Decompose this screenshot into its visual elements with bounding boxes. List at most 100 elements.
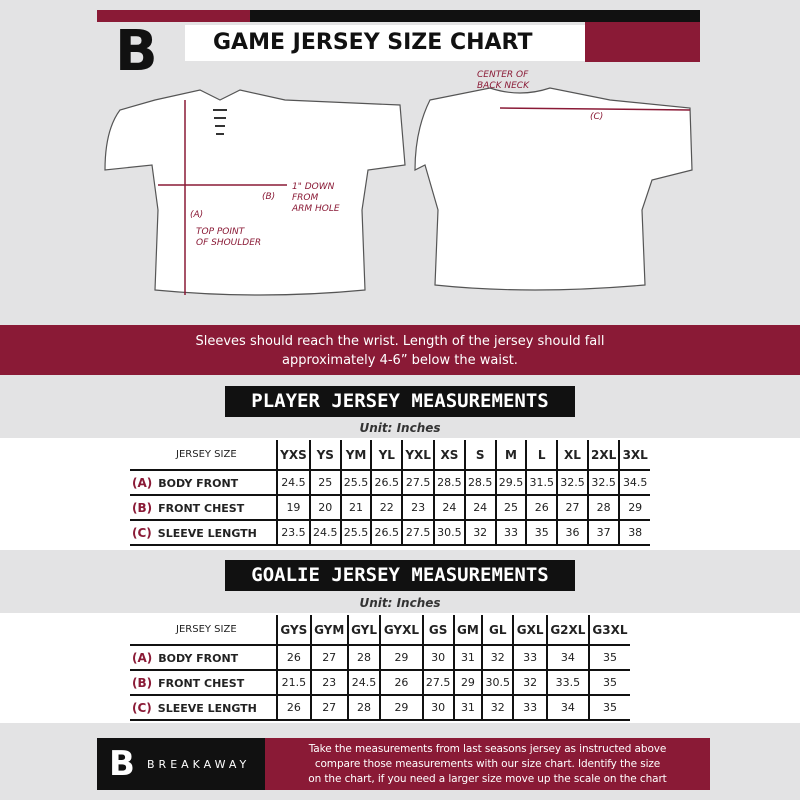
measurement-cell: 28 — [346, 645, 381, 670]
center-back-neck-label: CENTER OF BACK NECK — [477, 70, 529, 91]
measurement-cell: 25.5 — [339, 470, 372, 495]
measurement-cell: 22 — [370, 495, 403, 520]
size-header: G3XL — [587, 615, 630, 645]
measurement-cell: 27 — [309, 645, 348, 670]
row-label: (A) BODY FRONT — [130, 645, 277, 670]
measurement-cell: 23.5 — [276, 520, 310, 545]
measurement-cell: 33 — [512, 695, 547, 720]
measurement-cell: 31 — [452, 645, 483, 670]
measurement-cell: 28 — [346, 695, 381, 720]
measurement-cell: 34 — [545, 645, 589, 670]
size-header: 2XL — [586, 440, 620, 470]
header-row: JERSEY SIZE GYS GYM GYL GYXL GS GM GL GXL G2XL G3X… — [130, 615, 630, 645]
row-name: FRONT CHEST — [158, 501, 245, 515]
measurement-cell: 19 — [276, 495, 310, 520]
row-key: (A) — [132, 650, 153, 665]
measurement-cell: 30 — [421, 645, 454, 670]
table-row: (B) FRONT CHEST 19 20 21 22 23 24 24 25 26 27 28 29 — [130, 495, 650, 520]
row-key: (B) — [132, 500, 153, 515]
measurement-cell: 37 — [586, 520, 620, 545]
goalie-section-title: GOALIE JERSEY MEASUREMENTS — [225, 560, 575, 591]
measurement-cell: 27.5 — [401, 470, 435, 495]
goalie-table-band: JERSEY SIZE GYS GYM GYL GYXL GS GM GL GXL G2XL G3X… — [0, 613, 800, 723]
arm-hole-label: 1" DOWN FROM ARM HOLE — [292, 182, 340, 214]
size-header: L — [525, 440, 558, 470]
measurement-cell: 24.5 — [308, 520, 341, 545]
table-row: (C) SLEEVE LENGTH 23.5 24.5 25.5 26.5 27.5 30.5… — [130, 520, 650, 545]
measurement-cell: 35 — [525, 520, 558, 545]
goalie-size-table: JERSEY SIZE GYS GYM GYL GYXL GS GM GL GXL G2XL G3X… — [130, 615, 630, 721]
table-row: (A) BODY FRONT 24.5 25 25.5 26.5 27.5 28.5 28.5 2… — [130, 470, 650, 495]
measurement-cell: 35 — [587, 670, 630, 695]
row-key: (B) — [132, 675, 153, 690]
row-label: (C) SLEEVE LENGTH — [130, 520, 277, 545]
measurement-cell: 32 — [463, 520, 496, 545]
measurement-cell: 38 — [618, 520, 650, 545]
measurement-cell: 28.5 — [463, 470, 496, 495]
table-row: (B) FRONT CHEST 21.5 23 24.5 26 27.5 29 30.5 32 33… — [130, 670, 630, 695]
jersey-size-header: JERSEY SIZE — [176, 449, 237, 460]
measurement-cell: 32 — [481, 645, 514, 670]
size-header: YM — [339, 440, 372, 470]
measurement-cell: 27.5 — [401, 520, 435, 545]
lace-icon — [213, 109, 227, 135]
measurement-cell: 29 — [379, 695, 423, 720]
brand-logo: B — [115, 19, 158, 84]
footer-brand: B BREAKAWAY — [97, 738, 265, 790]
measurement-cell: 28 — [586, 495, 620, 520]
measurement-cell: 29.5 — [494, 470, 527, 495]
measurement-cell: 23 — [309, 670, 348, 695]
measurement-cell: 34.5 — [618, 470, 650, 495]
measurement-cell: 26 — [276, 695, 311, 720]
measurement-cell: 30 — [421, 695, 454, 720]
player-table-band: JERSEY SIZE YXS YS YM YL YXL XS S M L XL 2XL 3XL (A) B… — [0, 438, 800, 550]
size-header: XS — [433, 440, 465, 470]
size-header: 3XL — [618, 440, 650, 470]
measurement-cell: 25.5 — [339, 520, 372, 545]
measurement-cell: 33 — [512, 645, 547, 670]
measurement-cell: 26 — [276, 645, 311, 670]
size-header: YXS — [276, 440, 310, 470]
size-header: GS — [421, 615, 454, 645]
measure-line-c — [499, 107, 691, 111]
size-header: GYL — [346, 615, 381, 645]
goalie-unit: Unit: Inches — [359, 596, 441, 610]
measurement-cell: 23 — [401, 495, 435, 520]
measurement-cell: 30.5 — [481, 670, 514, 695]
measurement-cell: 25 — [494, 495, 527, 520]
measurement-cell: 35 — [587, 695, 630, 720]
row-key: (C) — [132, 525, 152, 540]
row-label: (B) FRONT CHEST — [130, 670, 277, 695]
page-title: GAME JERSEY SIZE CHART — [185, 25, 585, 61]
measurement-cell: 33 — [494, 520, 527, 545]
row-label: (B) FRONT CHEST — [130, 495, 277, 520]
row-label: (A) BODY FRONT — [130, 470, 277, 495]
size-header: GYS — [276, 615, 311, 645]
size-header: GM — [452, 615, 483, 645]
label-c: (C) — [590, 112, 604, 122]
back-jersey-outline — [414, 87, 693, 291]
measurement-cell: 33.5 — [545, 670, 589, 695]
size-header: XL — [556, 440, 588, 470]
jersey-size-header: JERSEY SIZE — [176, 624, 237, 635]
measurement-cell: 27 — [556, 495, 588, 520]
measurement-cell: 29 — [618, 495, 650, 520]
instructions-band: Sleeves should reach the wrist. Length o… — [0, 325, 800, 375]
player-section-title: PLAYER JERSEY MEASUREMENTS — [225, 386, 575, 417]
measurement-cell: 32 — [481, 695, 514, 720]
size-header: YS — [308, 440, 341, 470]
measurement-cell: 31.5 — [525, 470, 558, 495]
footer-instructions: Take the measurements from last seasons … — [265, 738, 710, 790]
row-name: BODY FRONT — [158, 651, 239, 665]
measurement-cell: 20 — [308, 495, 341, 520]
jersey-diagram — [104, 87, 693, 296]
label-a: (A) — [190, 210, 204, 220]
measurement-cell: 28.5 — [433, 470, 465, 495]
table-row: (C) SLEEVE LENGTH 26 27 28 29 30 31 32 33 34 35 — [130, 695, 630, 720]
measurement-cell: 24 — [433, 495, 465, 520]
row-key: (C) — [132, 700, 152, 715]
size-header: G2XL — [545, 615, 589, 645]
header-crimson-block — [585, 22, 700, 62]
measurement-cell: 35 — [587, 645, 630, 670]
label-b: (B) — [262, 192, 276, 202]
